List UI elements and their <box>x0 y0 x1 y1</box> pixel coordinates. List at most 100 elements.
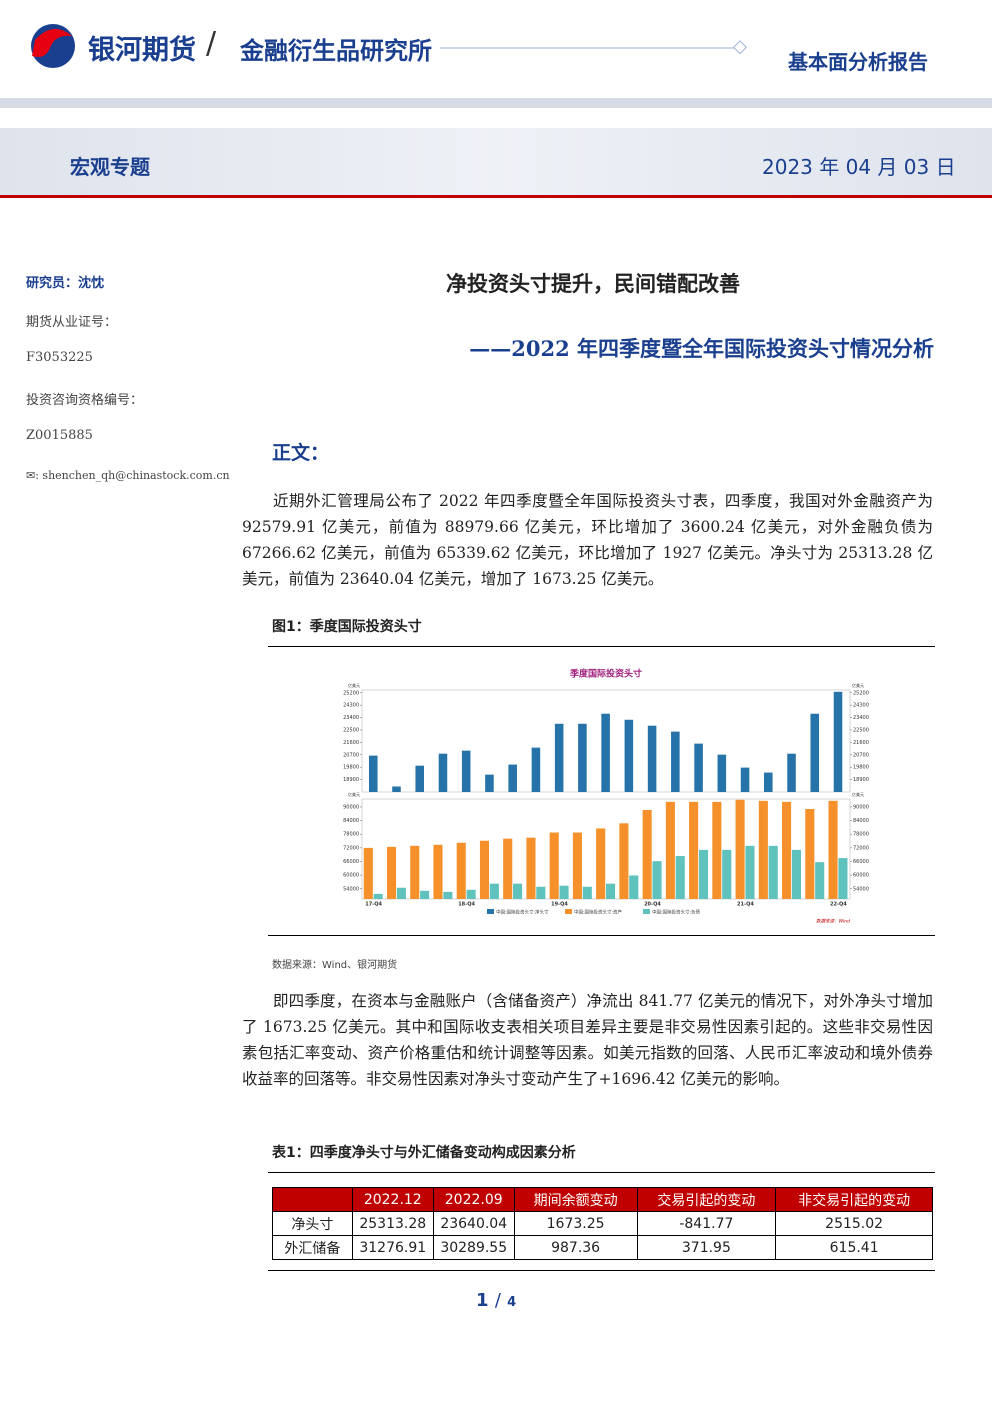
bar <box>675 856 685 899</box>
bar <box>396 887 406 899</box>
cert-number: F3053225 <box>26 350 93 365</box>
bar <box>642 810 652 899</box>
bar <box>489 883 499 899</box>
header-cell: 2022.12 <box>351 1187 434 1212</box>
column-name: 宏观专题 <box>70 155 150 179</box>
y2-tick-label: 84000 <box>853 818 869 824</box>
legend-label: 中国:国际投资头寸:净头寸 <box>496 909 549 916</box>
y2-tick-label: 19800 <box>853 765 869 771</box>
y-tick-label: 66000 <box>343 859 359 865</box>
bar <box>712 801 722 899</box>
report-type: 基本面分析报告 <box>788 50 928 74</box>
y2-unit: 亿美元 <box>852 682 864 688</box>
header-cell: 非交易引起的变动 <box>775 1187 933 1212</box>
legend-swatch <box>487 909 494 914</box>
y-tick-label: 72000 <box>343 845 359 851</box>
bar <box>768 845 778 899</box>
consult-number: Z0015885 <box>26 428 93 443</box>
page-separator: / <box>494 1290 501 1311</box>
x-tick-label: 19-Q4 <box>551 902 568 908</box>
email-address: : shenchen_qh@chinastock.com.cn <box>35 469 230 482</box>
y-tick-label: 19800 <box>343 765 359 771</box>
page-current: 1 <box>476 1290 489 1311</box>
bar <box>601 713 610 792</box>
bar <box>443 891 453 899</box>
bar <box>363 847 373 899</box>
y-tick-label: 84000 <box>343 818 359 824</box>
bar <box>782 801 792 899</box>
bar <box>485 774 494 792</box>
chart: 季度国际投资头寸 18900 18900 19800 19800 20700 20700 21… <box>343 668 869 925</box>
y2-tick-label: 21600 <box>853 740 869 746</box>
bar <box>758 800 768 899</box>
brand: 银河期货 <box>88 35 196 66</box>
y-tick-label: 25200 <box>343 690 359 696</box>
article-title: 净投资头寸提升，民间错配改善 <box>446 272 740 296</box>
x-tick-label: 21-Q4 <box>737 902 754 908</box>
paragraph: 近期外汇管理局公布了 2022 年四季度暨全年国际投资头寸表，四季度，我国对外金… <box>242 492 933 588</box>
bar <box>466 889 476 899</box>
bar <box>433 844 443 899</box>
y-unit: 亿美元 <box>348 682 360 688</box>
bar <box>368 755 378 792</box>
y2-tick-label: 72000 <box>853 845 869 851</box>
researcher: 研究员：沈忱 <box>26 276 105 291</box>
rule <box>268 1172 935 1173</box>
table-row: 外汇储备 31276.91 30289.55 987.36 371.95 615.41 <box>272 1235 933 1260</box>
bar <box>815 862 825 899</box>
y-tick-label: 18900 <box>343 777 359 783</box>
y-tick-label: 23400 <box>343 715 359 721</box>
bar <box>596 828 606 899</box>
bar <box>386 846 397 899</box>
bar <box>791 849 801 899</box>
table-caption: 表1：四季度净头寸与外汇储备变动构成因素分析 <box>272 1145 576 1161</box>
bar <box>652 861 662 899</box>
figure-caption: 图1：季度国际投资头寸 <box>272 619 422 635</box>
rule <box>268 1270 935 1271</box>
bar <box>438 753 448 792</box>
cert-label: 期货从业证号： <box>26 315 118 330</box>
bar <box>549 832 559 899</box>
y-tick-label: 78000 <box>343 832 359 838</box>
y2-tick-label: 78000 <box>853 832 869 838</box>
header-row: 2022.12 2022.09 期间余额变动 交易引起的变动 非交易引起的变动 <box>272 1187 933 1212</box>
table-cell: -841.77 <box>636 1211 777 1236</box>
bar <box>810 713 820 792</box>
bar <box>606 883 616 899</box>
table-row: 净头寸 25313.28 23640.04 1673.25 -841.77 2515.02 <box>272 1211 933 1236</box>
email-icon: ✉ <box>26 469 36 482</box>
table-cell: 987.36 <box>513 1235 638 1260</box>
y2-unit: 亿美元 <box>852 791 864 797</box>
article-subtitle: ——2022 年四季度暨全年国际投资头寸情况分析 <box>469 336 934 361</box>
bar <box>619 823 629 899</box>
division: 金融衍生品研究所 <box>240 37 432 65</box>
bar <box>828 800 838 899</box>
bar <box>536 886 546 899</box>
y-tick-label: 24300 <box>343 703 359 709</box>
table-cell: 31276.91 <box>351 1235 434 1260</box>
bar <box>647 725 657 792</box>
row-label: 净头寸 <box>272 1211 353 1236</box>
rule <box>268 935 935 936</box>
y-tick-label: 20700 <box>343 752 359 758</box>
bar <box>717 754 727 792</box>
table-cell: 2515.02 <box>775 1211 933 1236</box>
page-number: 1 / 4 <box>476 1290 516 1311</box>
bar <box>740 767 750 792</box>
row-label: 外汇储备 <box>272 1235 353 1260</box>
bar <box>461 750 471 792</box>
separator: / <box>206 26 217 61</box>
bar <box>554 723 564 792</box>
legend-label: 中国:国际投资头寸:资产 <box>574 909 623 916</box>
rule <box>268 646 935 647</box>
consult-label: 投资咨询资格编号： <box>26 393 144 408</box>
report-date: 2023 年 04 月 03 日 <box>762 155 956 179</box>
legend-label: 中国:国际投资头寸:负债 <box>652 909 701 916</box>
x-tick-label: 20-Q4 <box>644 902 661 908</box>
bar <box>410 845 420 899</box>
chart-source: 数据来源：Wind <box>816 919 850 925</box>
bar <box>392 786 401 792</box>
bar <box>559 885 569 899</box>
bar <box>671 731 680 792</box>
